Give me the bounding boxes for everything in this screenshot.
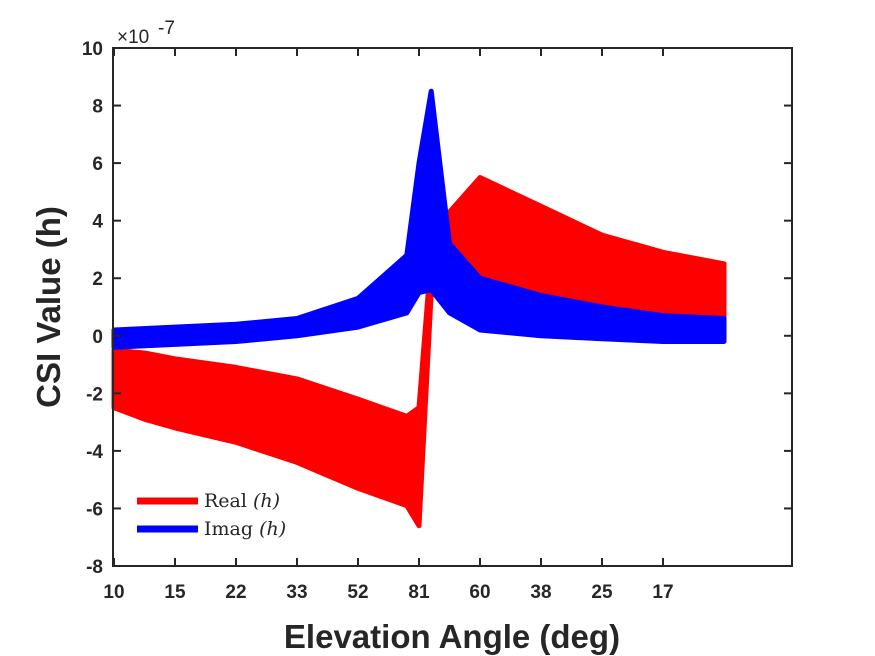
x-tick-label: 60 xyxy=(469,582,490,603)
y-tick-label: -4 xyxy=(86,442,103,463)
y-exponent-power: -7 xyxy=(158,18,175,39)
x-axis-title: Elevation Angle (deg) xyxy=(284,618,620,655)
x-tick-label: 10 xyxy=(103,582,124,603)
series-fills xyxy=(111,88,727,529)
y-axis-ticks: -8 -6 -4 -2 0 2 4 6 8 10 xyxy=(82,39,792,578)
y-exponent-base: ×10 xyxy=(117,27,149,48)
y-tick-label: 2 xyxy=(92,269,103,290)
x-axis-ticks: 10 15 22 33 52 81 60 38 25 17 xyxy=(103,48,674,603)
x-tick-label: 25 xyxy=(591,582,613,603)
y-tick-label: 4 xyxy=(92,212,103,233)
y-tick-label: 8 xyxy=(92,97,103,118)
x-tick-label: 17 xyxy=(652,582,673,603)
x-tick-label: 38 xyxy=(530,582,551,603)
x-tick-label: 22 xyxy=(225,582,246,603)
y-tick-label: 10 xyxy=(82,39,103,60)
y-tick-label: -2 xyxy=(86,384,103,405)
y-tick-label: 0 xyxy=(92,327,103,348)
legend-label-real: Real (h) xyxy=(204,490,280,512)
plot-frame xyxy=(112,47,793,567)
x-tick-label: 15 xyxy=(164,582,186,603)
y-axis-title: CSI Value (h) xyxy=(30,206,67,408)
x-tick-label: 81 xyxy=(408,582,430,603)
series-band-imag xyxy=(111,88,727,350)
legend: Real (h) Imag (h) xyxy=(137,490,286,540)
y-tick-label: 6 xyxy=(92,154,103,175)
y-tick-label: -8 xyxy=(86,557,103,578)
x-tick-label: 52 xyxy=(347,582,368,603)
y-tick-label: -6 xyxy=(86,499,103,520)
legend-label-imag: Imag (h) xyxy=(204,518,286,540)
x-tick-label: 33 xyxy=(286,582,307,603)
